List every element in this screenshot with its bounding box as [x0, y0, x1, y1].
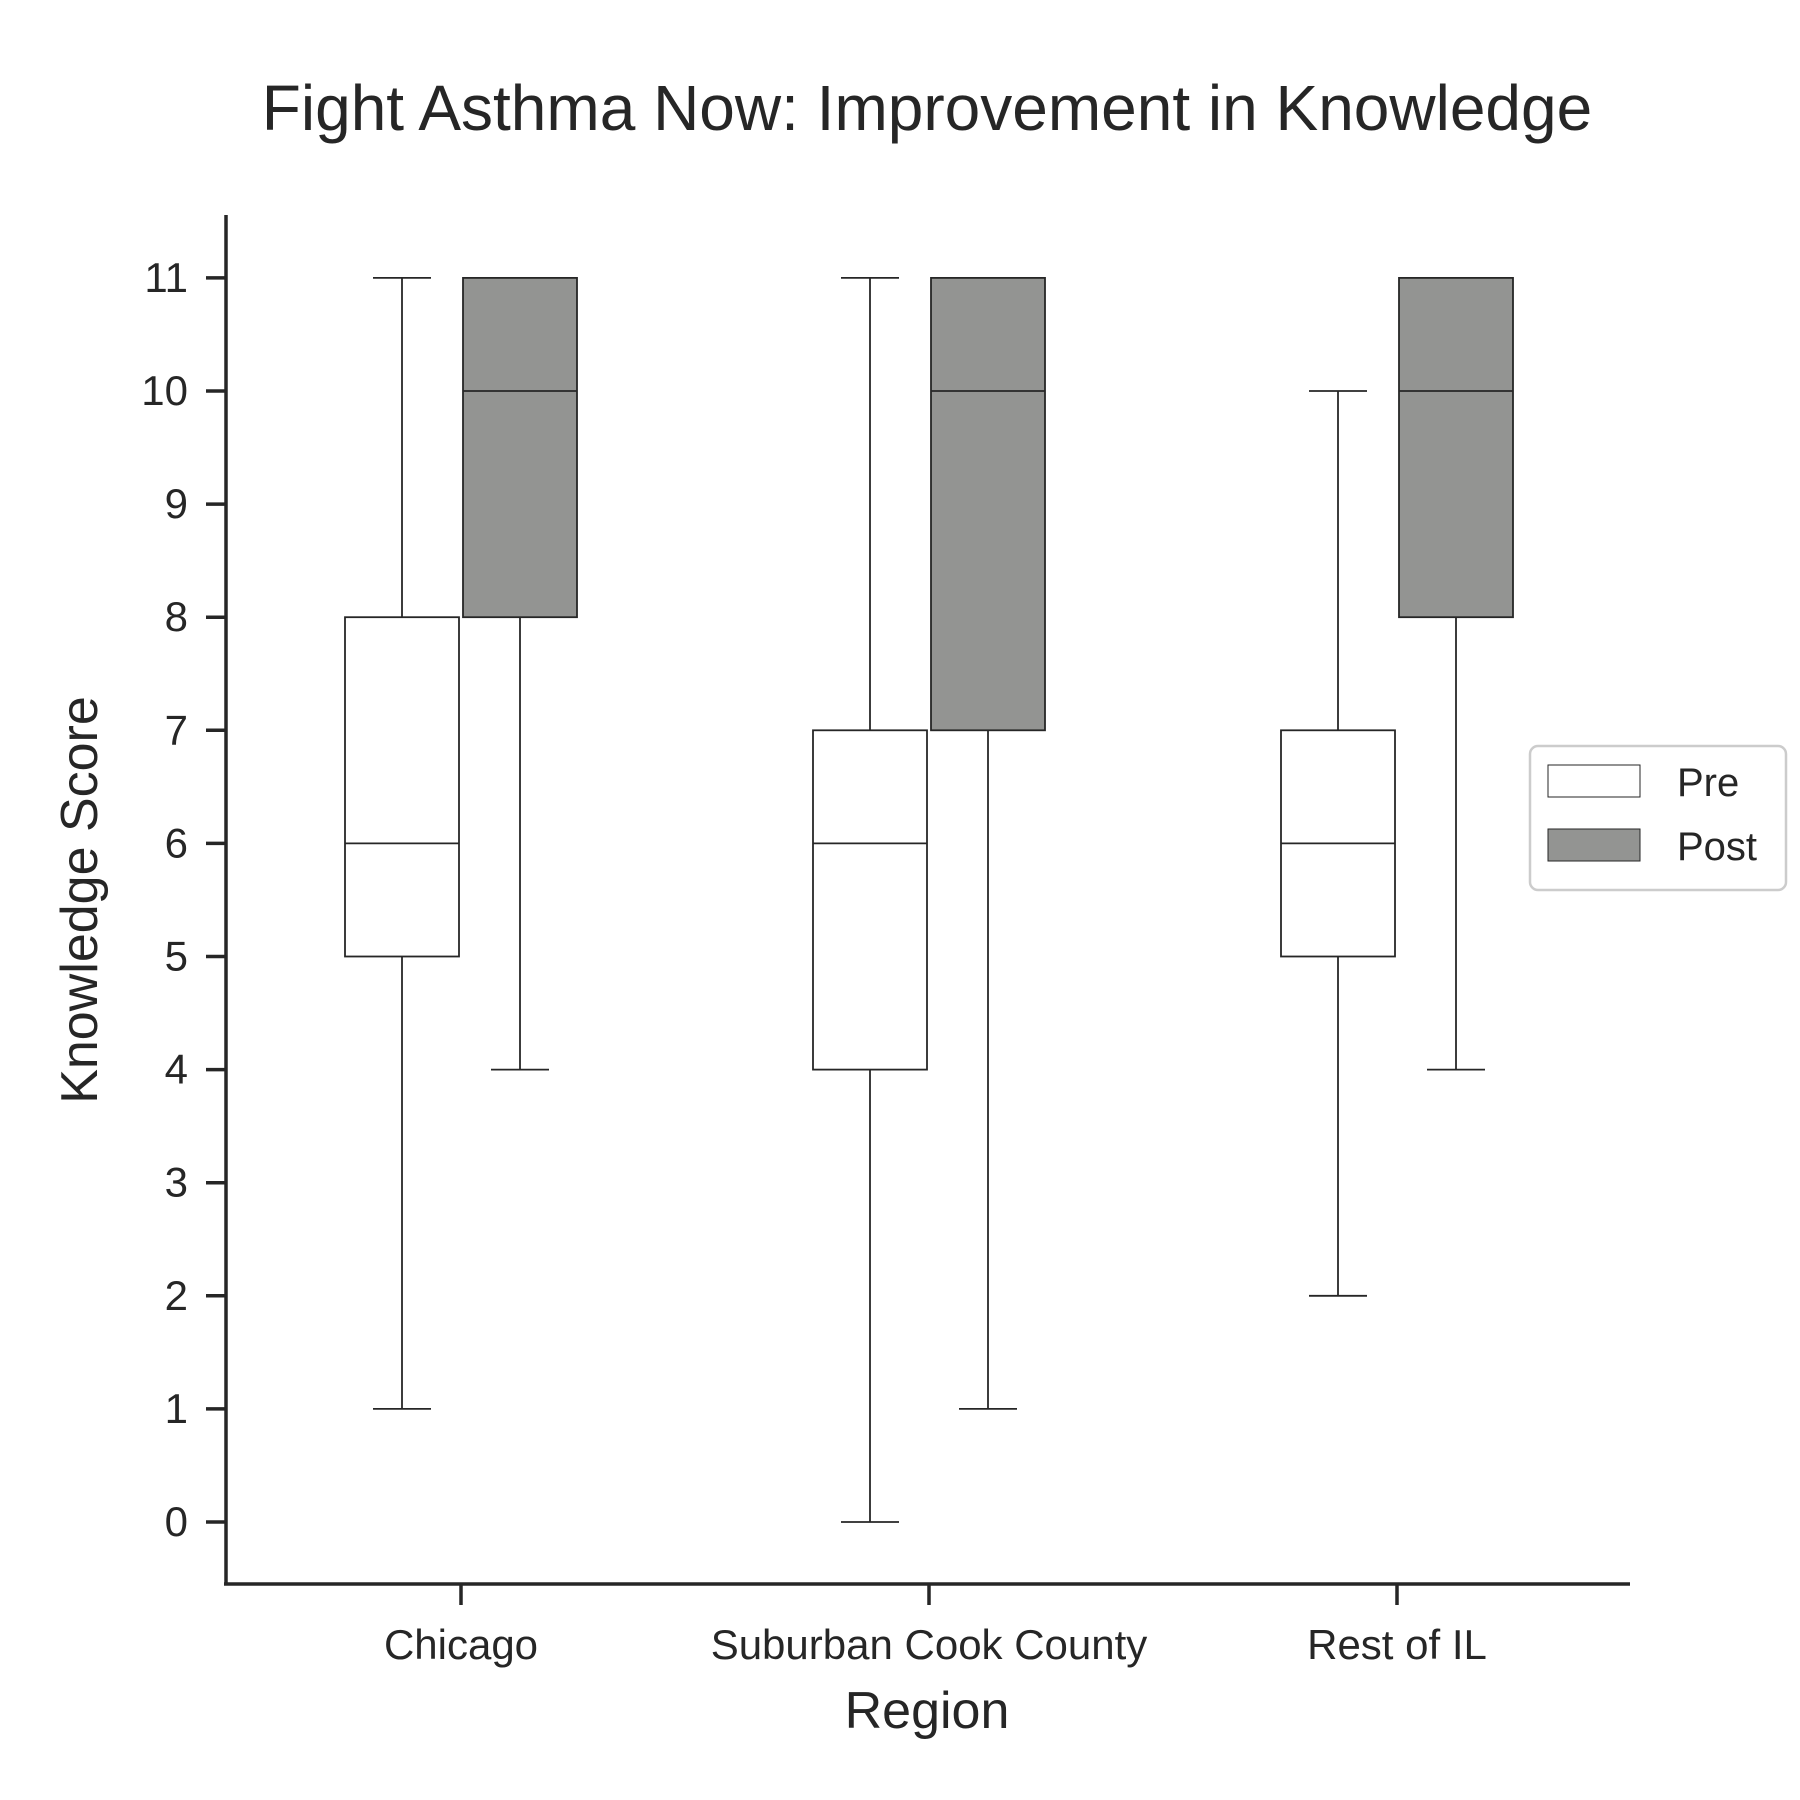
x-axis-ticks: Chicago Suburban Cook County Rest of IL	[384, 1584, 1487, 1668]
box-iqr	[930, 276, 1046, 732]
box-iqr	[462, 276, 578, 619]
x-tick-label: Suburban Cook County	[711, 1621, 1148, 1668]
y-tick-label: 4	[165, 1046, 188, 1093]
y-tick-label: 9	[165, 480, 188, 527]
y-tick-label: 5	[165, 933, 188, 980]
box-iqr	[812, 729, 928, 1071]
box-pre-2	[1280, 390, 1396, 1297]
y-tick-label: 7	[165, 706, 188, 753]
box-post-0	[462, 276, 578, 1071]
box-iqr	[1398, 276, 1514, 619]
y-tick-label: 8	[165, 593, 188, 640]
legend-swatch-pre	[1547, 764, 1641, 798]
box-group	[344, 276, 1514, 1523]
legend: Pre Post	[1528, 744, 1788, 892]
y-tick-label: 1	[165, 1385, 188, 1432]
box-pre-0	[344, 276, 460, 1410]
x-tick-label: Rest of IL	[1307, 1621, 1487, 1668]
legend-label-pre: Pre	[1677, 761, 1739, 805]
y-axis-label: Knowledge Score	[51, 696, 109, 1104]
legend-label-post: Post	[1677, 825, 1757, 869]
x-tick-label: Chicago	[384, 1621, 538, 1668]
box-post-1	[930, 276, 1046, 1410]
y-tick-label: 2	[165, 1272, 188, 1319]
y-tick-label: 6	[165, 819, 188, 866]
box-iqr	[344, 616, 460, 958]
legend-swatch-post	[1547, 828, 1641, 862]
box-pre-1	[812, 276, 928, 1523]
y-tick-label: 3	[165, 1159, 188, 1206]
x-axis-label: Region	[845, 1682, 1010, 1740]
y-tick-label: 11	[144, 254, 188, 301]
box-post-2	[1398, 276, 1514, 1071]
y-axis-ticks: 0 1 2 3 4 5 6 7 8 9 10 11	[141, 254, 226, 1545]
y-tick-label: 10	[141, 367, 188, 414]
y-tick-label: 0	[165, 1498, 188, 1545]
chart-title: Fight Asthma Now: Improvement in Knowled…	[262, 72, 1592, 144]
